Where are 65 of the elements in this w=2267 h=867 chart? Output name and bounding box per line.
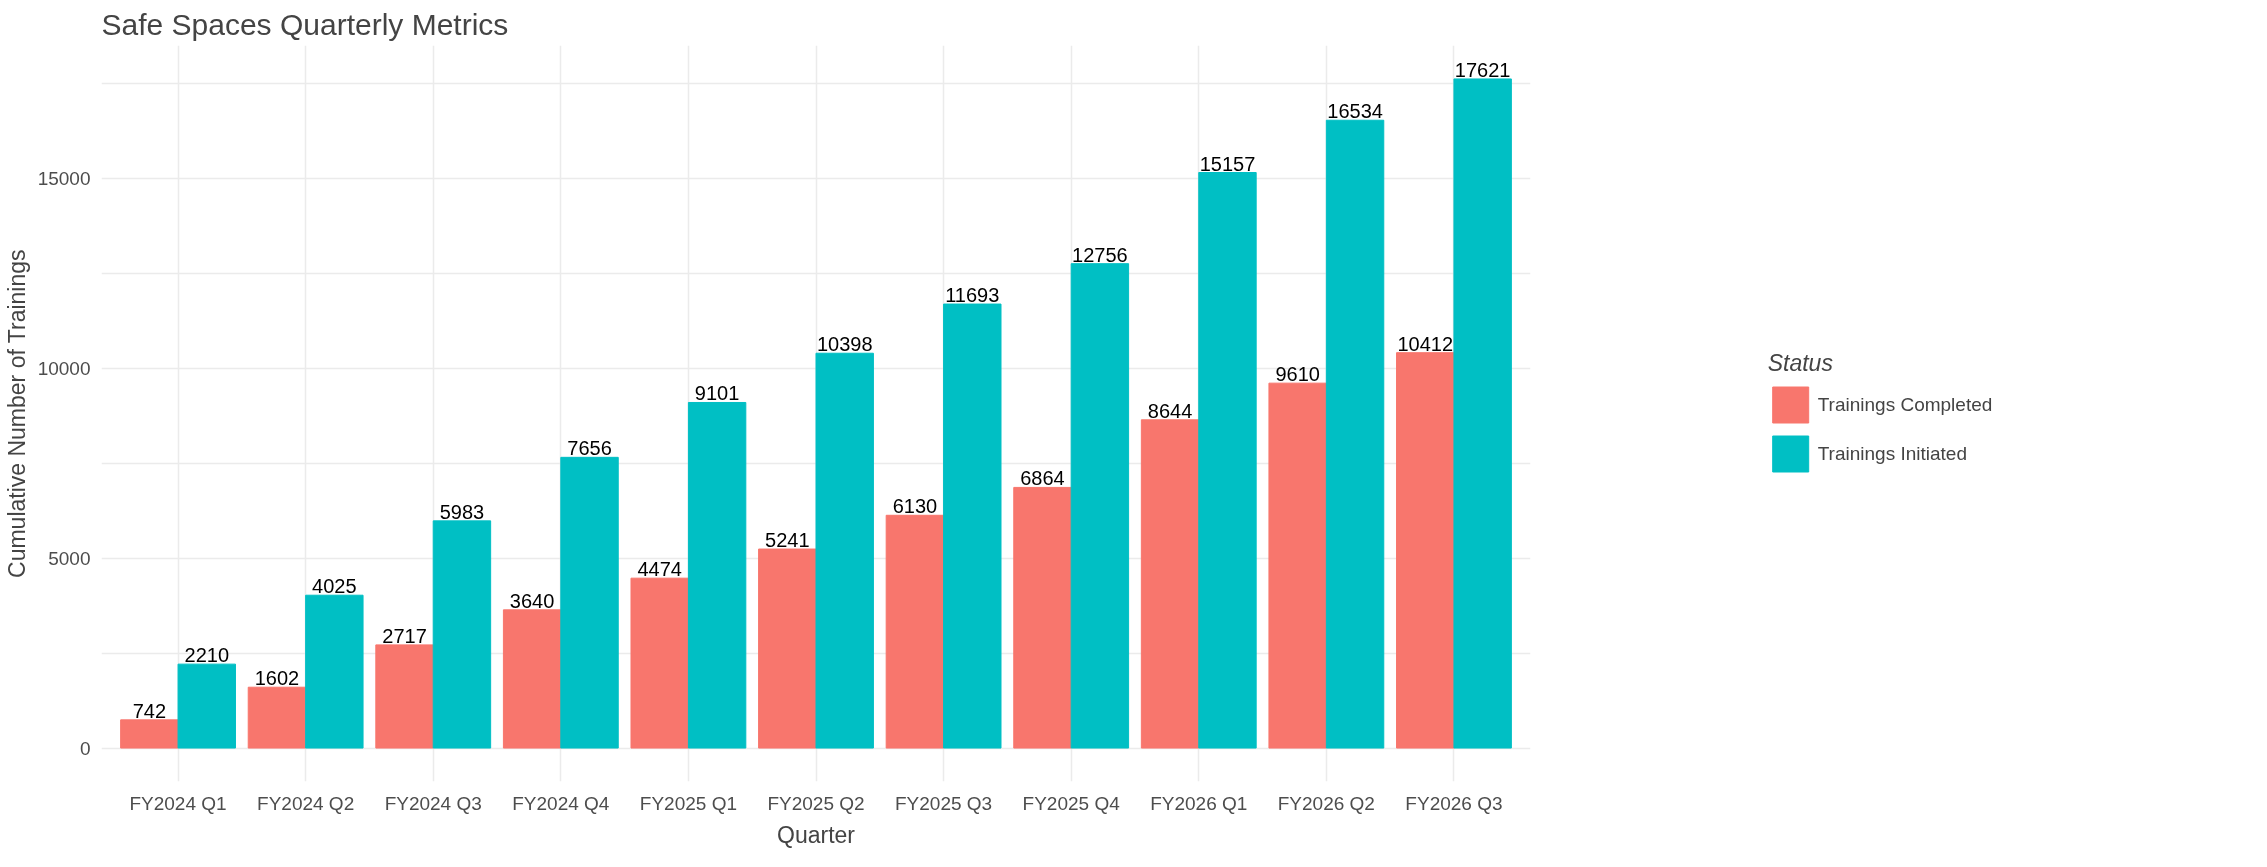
bar xyxy=(1268,382,1327,749)
x-tick-label: FY2024 Q3 xyxy=(384,792,482,814)
bar xyxy=(305,594,364,749)
bar xyxy=(1396,352,1455,749)
data-label: 4025 xyxy=(312,575,357,598)
y-tick-label: 15000 xyxy=(37,167,91,189)
chart-title: Safe Spaces Quarterly Metrics xyxy=(101,7,509,41)
bar xyxy=(1140,419,1200,749)
bar xyxy=(885,514,945,749)
legend-title: Status xyxy=(1767,350,1834,377)
bar xyxy=(1070,263,1130,749)
data-label: 6130 xyxy=(892,495,938,518)
data-label: 11693 xyxy=(945,284,1000,307)
bar xyxy=(758,548,817,749)
x-tick-label: FY2024 Q1 xyxy=(129,792,227,814)
data-label: 8644 xyxy=(1147,399,1193,422)
x-tick-label: FY2024 Q2 xyxy=(257,792,355,814)
x-tick-label: FY2025 Q3 xyxy=(895,792,993,814)
data-label: 5241 xyxy=(765,529,810,552)
bar xyxy=(120,719,179,749)
data-label: 9610 xyxy=(1275,363,1320,386)
bar xyxy=(1013,486,1072,749)
x-tick-label: FY2026 Q3 xyxy=(1405,792,1503,814)
bar xyxy=(560,456,619,749)
data-label: 7656 xyxy=(567,437,612,460)
bar xyxy=(630,577,689,749)
x-axis-title: Quarter xyxy=(777,821,856,848)
x-tick-label: FY2026 Q1 xyxy=(1150,792,1248,814)
bar xyxy=(247,686,307,749)
data-label: 742 xyxy=(132,699,167,722)
data-label: 17621 xyxy=(1454,58,1511,81)
y-tick-label: 5000 xyxy=(48,547,91,569)
data-label: 2210 xyxy=(184,644,230,667)
data-label: 3640 xyxy=(509,589,555,612)
bar xyxy=(1325,119,1385,749)
legend-label: Trainings Completed xyxy=(1817,393,1993,416)
y-axis-title: Cumulative Number of Trainings xyxy=(3,249,30,578)
data-label: 15157 xyxy=(1199,152,1256,175)
bar xyxy=(177,663,236,749)
bar xyxy=(687,401,747,749)
data-label: 16534 xyxy=(1327,100,1383,123)
data-label: 5983 xyxy=(439,500,485,523)
bar xyxy=(432,520,492,749)
y-tick-label: 0 xyxy=(79,737,91,759)
data-label: 12756 xyxy=(1072,243,1128,266)
bar xyxy=(943,303,1002,749)
legend-label: Trainings Initiated xyxy=(1817,442,1967,465)
data-label: 1602 xyxy=(254,667,300,690)
bar xyxy=(502,609,562,749)
y-tick-label: 10000 xyxy=(37,357,91,379)
data-label: 6864 xyxy=(1020,467,1065,490)
bar xyxy=(1453,78,1512,749)
x-tick-label: FY2025 Q1 xyxy=(639,792,737,814)
data-label: 2717 xyxy=(382,624,427,647)
bar xyxy=(1198,172,1257,749)
data-label: 9101 xyxy=(694,382,740,405)
x-tick-label: FY2026 Q2 xyxy=(1277,792,1375,814)
data-label: 10398 xyxy=(816,333,873,356)
data-label: 4474 xyxy=(637,558,682,581)
bar xyxy=(815,352,874,749)
bar xyxy=(375,644,434,749)
x-tick-label: FY2025 Q2 xyxy=(767,792,865,814)
data-label: 10412 xyxy=(1397,332,1454,355)
x-tick-label: FY2025 Q4 xyxy=(1022,792,1121,814)
x-tick-label: FY2024 Q4 xyxy=(512,792,610,814)
